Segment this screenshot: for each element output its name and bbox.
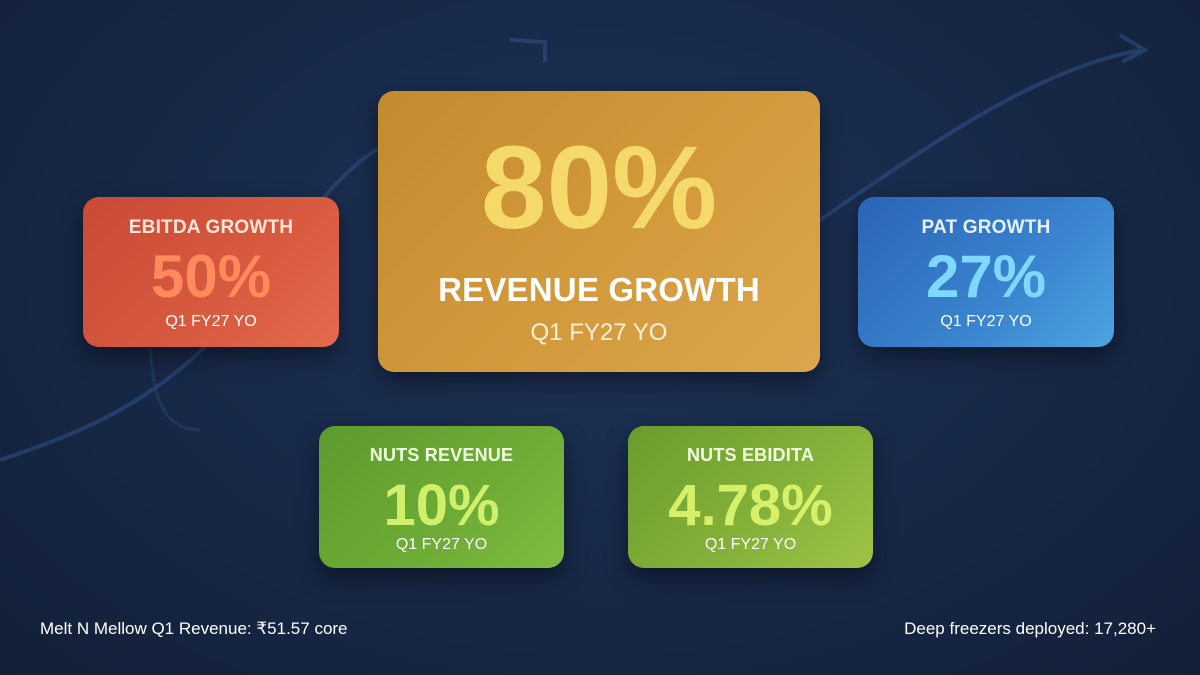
- revenue-growth-label: REVENUE GROWTH: [438, 271, 760, 308]
- nuts-revenue-value: 10%: [383, 473, 500, 538]
- revenue-growth-period: Q1 FY27 YO: [530, 319, 668, 346]
- nuts-ebidita-value: 4.78%: [668, 473, 833, 538]
- pat-growth-value: 27%: [925, 243, 1047, 310]
- pat-growth-card: PAT GROWTH 27% Q1 FY27 YO: [858, 197, 1114, 347]
- ebitda-growth-label: EBITDA GROWTH: [128, 217, 294, 238]
- melt-n-mellow-revenue-note: Melt N Mellow Q1 Revenue: ₹51.57 core: [40, 619, 348, 638]
- revenue-growth-card: 80% REVENUE GROWTH Q1 FY27 YO: [378, 91, 820, 372]
- nuts-ebidita-period: Q1 FY27 YO: [704, 536, 797, 553]
- nuts-revenue-label: NUTS REVENUE: [369, 445, 514, 465]
- pat-growth-period: Q1 FY27 YO: [940, 313, 1032, 330]
- nuts-ebidita-label: NUTS EBIDITA: [686, 445, 815, 465]
- ebitda-growth-card: EBITDA GROWTH 50% Q1 FY27 YO: [83, 197, 339, 347]
- nuts-revenue-period: Q1 FY27 YO: [395, 536, 488, 553]
- deep-freezers-note: Deep freezers deployed: 17,280+: [904, 619, 1156, 638]
- nuts-revenue-card: NUTS REVENUE 10% Q1 FY27 YO: [319, 426, 564, 568]
- ebitda-growth-value: 50%: [150, 243, 272, 310]
- ebitda-growth-period: Q1 FY27 YO: [165, 313, 257, 330]
- nuts-ebidita-card: NUTS EBIDITA 4.78% Q1 FY27 YO: [628, 426, 873, 568]
- revenue-growth-value: 80%: [480, 122, 718, 254]
- pat-growth-label: PAT GROWTH: [921, 217, 1051, 238]
